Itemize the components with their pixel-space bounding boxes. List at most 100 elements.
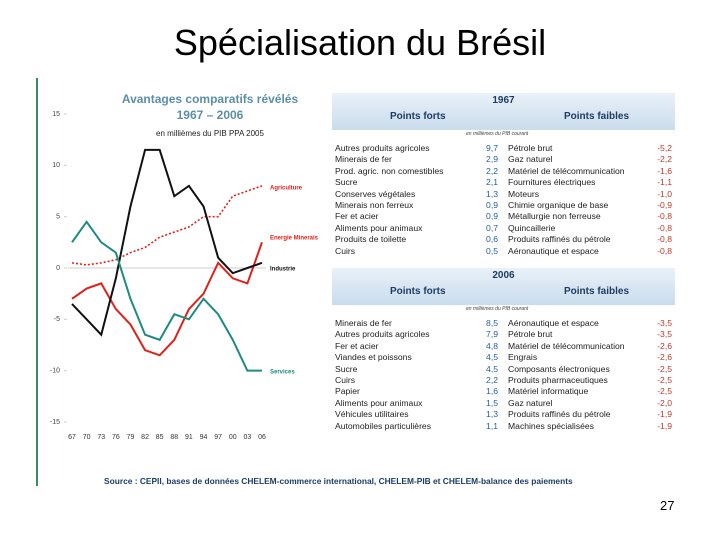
weak-product: Quincaillerie — [508, 222, 556, 233]
weak-product: Matériel de télécommunication — [508, 165, 625, 176]
x-tick-label: 97 — [214, 434, 222, 441]
table-row: Véhicules utilitaires 1,3 Produits raffiné… — [332, 409, 675, 420]
weak-header: Points faibles — [564, 111, 630, 122]
x-tick-label: 79 — [127, 434, 135, 441]
weak-value: -1,0 — [657, 188, 672, 199]
legend-label: Agriculture — [270, 186, 303, 192]
chart: Avantages comparatifs révélés 1967 – 200… — [50, 92, 319, 441]
table-row: Cuirs 0,5 Aéronautique et espace -0,8 — [332, 246, 675, 257]
table-row: Minerais de fer 2,9 Gaz naturel -2,2 — [332, 154, 675, 165]
table-row: Autres produits agricoles 9,7 Pétrole brut… — [332, 143, 675, 154]
strong-product: Minerais de fer — [335, 318, 392, 328]
weak-product: Aéronautique et espace — [508, 245, 599, 256]
strong-product: Sucre — [335, 363, 358, 374]
table-row: Fer et acier 0,9 Métallurgie non ferreuse -… — [332, 211, 675, 222]
strong-value: 2,9 — [486, 154, 498, 165]
series-line — [71, 220, 262, 372]
series-line — [71, 148, 263, 337]
weak-value: -2,0 — [657, 397, 672, 408]
strong-product: Viandes et poissons — [335, 352, 412, 363]
strong-value: 4,8 — [486, 340, 498, 351]
strong-value: 0,7 — [486, 222, 498, 233]
x-tick-label: 82 — [141, 434, 149, 441]
weak-value: -2,5 — [657, 374, 672, 385]
weak-value: -3,5 — [657, 318, 672, 328]
strong-value: 2,1 — [486, 177, 498, 188]
legend-label: Industrie — [270, 267, 296, 273]
strong-product: Aliments pour animaux — [335, 222, 423, 233]
table-row: Autres produits agricoles 7,9 Pétrole brut… — [332, 329, 675, 340]
x-tick-label: 03 — [243, 434, 251, 441]
strong-value: 4,5 — [486, 363, 498, 374]
chart-subtitle: 1967 – 2006 — [177, 108, 244, 122]
weak-value: -0,9 — [657, 199, 672, 210]
weak-value: -2,2 — [657, 154, 672, 165]
weak-value: -2,5 — [657, 363, 672, 374]
weak-header: Points faibles — [564, 286, 630, 297]
weak-value: -1,6 — [657, 165, 672, 176]
strong-product: Véhicules utilitaires — [335, 409, 409, 420]
table-row: Minerais de fer 8,5 Aéronautique et espace… — [332, 318, 675, 329]
strong-product: Automobiles particulières — [335, 420, 432, 431]
table-year: 2006 — [492, 270, 515, 281]
weak-product: Matériel de télécommunication — [508, 340, 625, 351]
strong-product: Produits de toilette — [335, 234, 407, 245]
strong-value: 1,1 — [486, 420, 498, 431]
y-tick-label: 0 — [56, 265, 60, 272]
strong-header: Points forts — [390, 286, 446, 297]
weak-product: Matériel informatique — [508, 386, 589, 397]
chart-title: Avantages comparatifs révélés — [122, 92, 299, 106]
x-tick-label: 94 — [200, 434, 208, 441]
table-row: Aliments pour animaux 0,7 Quincaillerie -0,… — [332, 223, 675, 234]
strong-value: 2,2 — [486, 165, 498, 176]
strong-value: 2,2 — [486, 374, 498, 385]
strong-product: Prod. agric. non comestibles — [335, 165, 444, 176]
strong-product: Fer et acier — [335, 340, 379, 351]
strong-value: 0,9 — [486, 211, 498, 222]
weak-product: Aéronautique et espace — [508, 318, 599, 328]
strong-value: 1,6 — [486, 386, 498, 397]
weak-product: Fournitures électriques — [508, 177, 596, 188]
y-tick-label: -10 — [50, 368, 60, 375]
table: 2006 Points forts Points faibles en millièm… — [332, 268, 675, 432]
table-row: Sucre 4,5 Composants électroniques -2,5 — [332, 364, 675, 375]
strong-product: Autres produits agricoles — [335, 143, 430, 153]
table-note: en millièmes du PIB courant — [466, 306, 529, 312]
weak-product: Produits raffinés du pétrole — [508, 409, 611, 420]
strong-value: 1,3 — [486, 188, 498, 199]
strong-value: 8,5 — [486, 318, 498, 328]
weak-value: -1,9 — [657, 409, 672, 420]
table-row: Viandes et poissons 4,5 Engrais -2,6 — [332, 352, 675, 363]
weak-value: -1,9 — [657, 420, 672, 431]
series-line — [71, 241, 263, 357]
table-row: Prod. agric. non comestibles 2,2 Matériel … — [332, 166, 675, 177]
strong-product: Aliments pour animaux — [335, 397, 423, 408]
weak-value: -0,8 — [657, 234, 672, 245]
strong-value: 1,3 — [486, 409, 498, 420]
table-row: Sucre 2,1 Fournitures électriques -1,1 — [332, 177, 675, 188]
x-tick-label: 91 — [185, 434, 193, 441]
strong-value: 1,5 — [486, 397, 498, 408]
strong-value: 9,7 — [486, 143, 498, 153]
weak-product: Pétrole brut — [508, 329, 553, 340]
x-tick-label: 85 — [156, 434, 164, 441]
weak-product: Gaz naturel — [508, 154, 553, 165]
weak-product: Engrais — [508, 352, 538, 363]
strong-product: Fer et acier — [335, 211, 379, 222]
table-row: Produits de toilette 0,6 Produits raffinés… — [332, 234, 675, 245]
strong-value: 7,9 — [486, 329, 498, 340]
weak-product: Machines spécialisées — [508, 420, 594, 431]
table-note: en millièmes du PIB courant — [466, 131, 529, 137]
strong-value: 0,6 — [486, 234, 498, 245]
table-row: Aliments pour animaux 1,5 Gaz naturel -2,0 — [332, 398, 675, 409]
y-tick-label: 15 — [52, 111, 60, 118]
x-tick-label: 00 — [229, 434, 237, 441]
weak-product: Composants électroniques — [508, 363, 610, 374]
x-tick-label: 06 — [258, 434, 266, 441]
weak-product: Gaz naturel — [508, 397, 553, 408]
series-line — [71, 185, 263, 266]
table-year: 1967 — [492, 95, 515, 106]
table-row: Papier 1,6 Matériel informatique -2,5 — [332, 386, 675, 397]
table-row: Fer et acier 4,8 Matériel de télécommunica… — [332, 341, 675, 352]
strong-value: 0,5 — [486, 245, 498, 256]
